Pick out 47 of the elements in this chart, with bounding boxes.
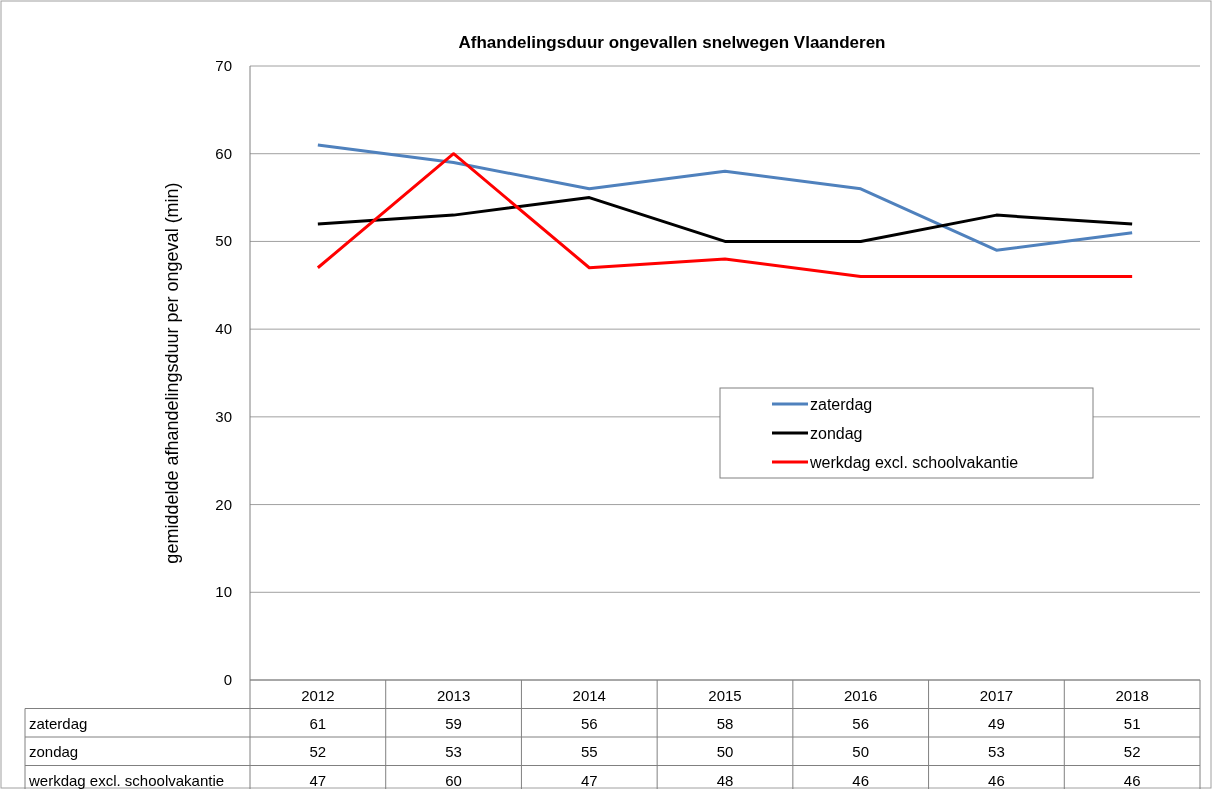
y-tick-label: 50: [215, 232, 232, 250]
legend-label: zondag: [810, 425, 863, 442]
y-tick-label: 10: [215, 583, 232, 601]
data-label: 56: [580, 714, 598, 732]
data-label: 47: [580, 771, 598, 789]
y-tick-label: 20: [215, 495, 232, 513]
y-tick-label: 30: [215, 407, 232, 425]
x-tick-label: 2013: [436, 687, 471, 704]
x-tick-label: 2016: [844, 687, 878, 704]
y-tick-label: 40: [215, 320, 232, 338]
data-label: 48: [716, 771, 734, 789]
text: zondag: [29, 743, 79, 760]
data-label: 60: [445, 771, 462, 789]
data-label: 53: [988, 743, 1005, 760]
text: zaterdag: [29, 714, 88, 732]
line-series: [316, 152, 1134, 279]
data-label: 46: [1123, 771, 1141, 789]
x-tick-label: 2014: [572, 687, 606, 704]
data-label: 49: [988, 714, 1005, 732]
data-label: 50: [716, 743, 734, 760]
y-tick-label: 0: [223, 671, 232, 688]
data-label: 52: [309, 743, 327, 760]
y-tick-label: 70: [215, 57, 232, 74]
chart-title: Afhandelingsduur ongevallen snelwegen Vlaanderen: [458, 33, 886, 52]
y-axis-title: gemiddelde afhandelingsduur per ongeval (min): [162, 182, 182, 564]
x-tick-label: 2012: [301, 687, 335, 704]
legend-label: werkdag excl. schoolvakantie: [809, 454, 1019, 471]
data-label: 50: [852, 743, 870, 760]
data-label: 51: [1123, 714, 1141, 732]
data-label: 52: [1123, 743, 1141, 760]
x-tick-label: 2017: [979, 687, 1014, 704]
legend-label: zaterdag: [810, 396, 873, 413]
data-label: 61: [309, 714, 327, 732]
data-label: 47: [309, 771, 327, 789]
data-label: 46: [852, 771, 870, 789]
data-label: 56: [852, 714, 870, 732]
x-tick-label: 2018: [1115, 687, 1149, 704]
text: werkdag excl. schoolvakantie: [29, 771, 225, 789]
line-series: [316, 196, 1134, 243]
data-label: 46: [988, 771, 1005, 789]
data-label: 58: [716, 714, 734, 732]
data-label: 55: [580, 743, 598, 760]
y-tick-label: 60: [215, 144, 232, 162]
line-series: [316, 143, 1134, 252]
x-tick-label: 2015: [708, 687, 742, 704]
data-label: 53: [445, 743, 462, 760]
data-label: 59: [445, 714, 462, 732]
